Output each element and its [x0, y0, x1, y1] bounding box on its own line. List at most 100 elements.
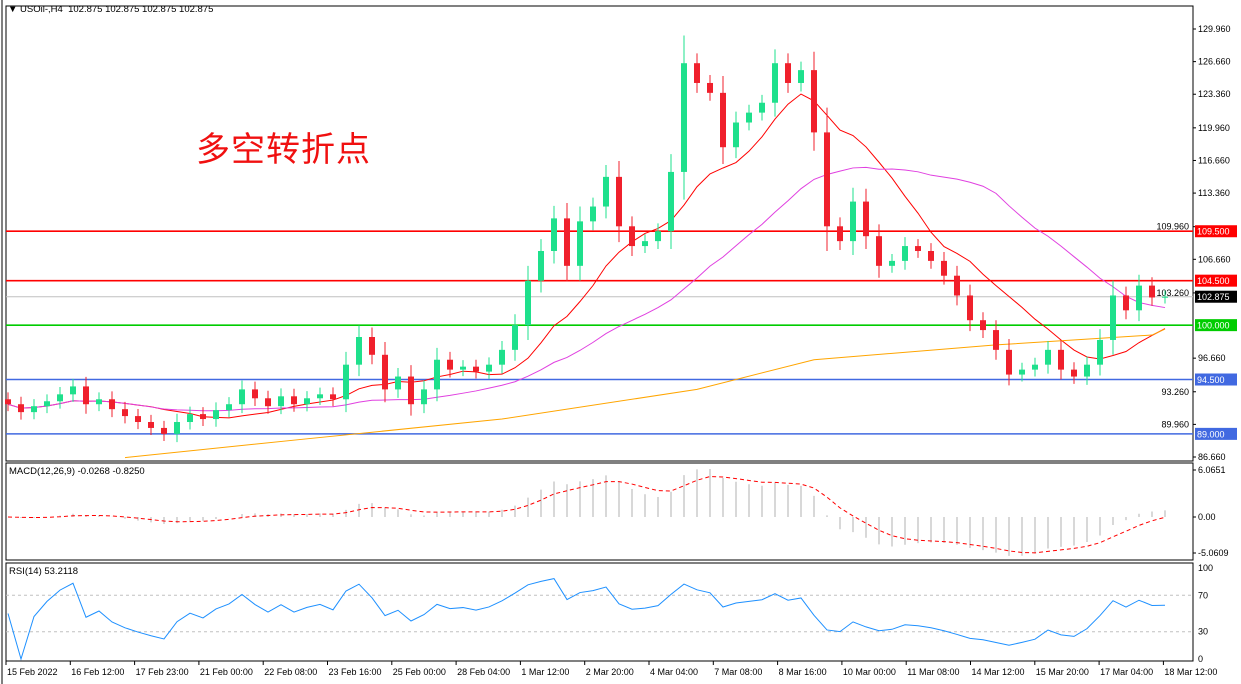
rsi-tick-label: 0	[1198, 654, 1203, 664]
time-label: 22 Feb 08:00	[264, 667, 317, 677]
level-label: 104.500	[1197, 276, 1230, 286]
candle-body	[642, 241, 648, 247]
price-tick-label: 126.660	[1198, 57, 1231, 67]
candle-body	[499, 349, 505, 365]
level-label-bg	[1195, 225, 1237, 238]
price-tick-label: 116.660	[1198, 155, 1230, 165]
candle-body	[447, 359, 453, 370]
time-label: 4 Mar 04:00	[650, 667, 698, 677]
rsi-label: RSI(14) 53.2118	[9, 566, 79, 577]
candle-body	[928, 251, 934, 261]
panel-frame-0	[5, 5, 1194, 462]
candle-body	[980, 320, 986, 331]
candle-body	[317, 394, 323, 399]
time-label: 17 Feb 23:00	[136, 667, 189, 677]
level-label: 100.000	[1197, 321, 1230, 331]
time-label: 25 Feb 00:00	[393, 667, 446, 677]
time-label: 16 Feb 12:00	[71, 667, 124, 677]
candle-body	[629, 226, 635, 247]
candle-body	[356, 337, 362, 365]
candle-body	[31, 406, 37, 413]
candle-body	[1097, 339, 1103, 365]
candle-body	[590, 206, 596, 222]
ohlc-values: 102.875 102.875 102.875 102.875	[68, 4, 214, 15]
time-label: 23 Feb 16:00	[329, 667, 382, 677]
candle-body	[369, 337, 375, 355]
time-label: 17 Mar 04:00	[1100, 667, 1153, 677]
candle-body	[694, 63, 700, 83]
price-tick-label: 119.960	[1198, 123, 1230, 133]
candle-body	[564, 218, 570, 266]
macd-tick-label: -5.0609	[1198, 548, 1229, 558]
candle-body	[473, 366, 479, 372]
candle-body	[174, 422, 180, 434]
candle-body	[902, 246, 908, 261]
time-label: 15 Mar 20:00	[1036, 667, 1089, 677]
candle-body	[746, 112, 752, 123]
candle-body	[577, 221, 583, 266]
candle-body	[850, 201, 856, 242]
time-label: 11 Mar 08:00	[907, 667, 959, 677]
candle-body	[785, 63, 791, 83]
candle-body	[954, 275, 960, 296]
rsi-tick-label: 70	[1198, 590, 1208, 600]
candle-body	[278, 396, 284, 407]
macd-tick-label: 6.0651	[1198, 465, 1226, 475]
candle-body	[343, 364, 349, 400]
candle-body	[395, 376, 401, 390]
rsi-tick-label: 30	[1198, 627, 1208, 637]
candle-body	[1006, 349, 1012, 375]
candle-body	[57, 394, 63, 402]
macd-label: MACD(12,26,9) -0.0268 -0.8250	[9, 466, 145, 477]
candle-body	[1123, 295, 1129, 311]
price-tick-label: 123.360	[1198, 89, 1231, 99]
price-tick-label: 109.960	[1156, 222, 1189, 232]
rsi-line	[7, 578, 1166, 661]
candle-body	[1162, 296, 1168, 298]
time-label: 2 Mar 20:00	[586, 667, 634, 677]
candle-body	[811, 70, 817, 133]
candle-body	[525, 280, 531, 326]
candle-body	[252, 389, 258, 399]
time-label: 8 Mar 16:00	[779, 667, 827, 677]
candle-body	[486, 364, 492, 372]
time-label: 18 Mar 12:00	[1164, 667, 1217, 677]
candle-body	[967, 295, 973, 321]
candle-body	[83, 386, 89, 405]
candle-body	[187, 414, 193, 423]
candle-body	[1058, 349, 1064, 370]
symbol-name: USOil-,H4	[20, 4, 63, 15]
candle-body	[1045, 349, 1051, 365]
level-label-bg	[1195, 427, 1237, 440]
panel-frame-1	[5, 462, 1194, 561]
candle-body	[681, 63, 687, 172]
candle-body	[109, 399, 115, 410]
candle-body	[5, 399, 11, 405]
candle-body	[434, 359, 440, 390]
candle-body	[603, 176, 609, 207]
rsi-tick-label: 100	[1198, 563, 1213, 573]
candle-body	[1136, 285, 1142, 311]
price-tick-label: 103.260	[1156, 288, 1189, 298]
candle-body	[1084, 364, 1090, 377]
dropdown-arrow-icon[interactable]: ▼	[8, 4, 18, 15]
candle-body	[993, 330, 999, 350]
candle-body	[915, 246, 921, 252]
candle-body	[96, 399, 102, 405]
candle-body	[668, 171, 674, 232]
candle-body	[239, 389, 245, 405]
annotation-text: 多空转折点	[196, 130, 371, 170]
candle-body	[161, 427, 167, 434]
candle-body	[200, 414, 206, 420]
time-label: 1 Mar 12:00	[521, 667, 569, 677]
ma-long-line	[124, 328, 1166, 459]
price-tick-label: 93.260	[1161, 387, 1189, 397]
candle-body	[798, 70, 804, 83]
candle-body	[772, 63, 778, 103]
candle-body	[1019, 369, 1025, 375]
candle-body	[122, 409, 128, 417]
candle-body	[889, 260, 895, 266]
candle-body	[148, 422, 154, 428]
